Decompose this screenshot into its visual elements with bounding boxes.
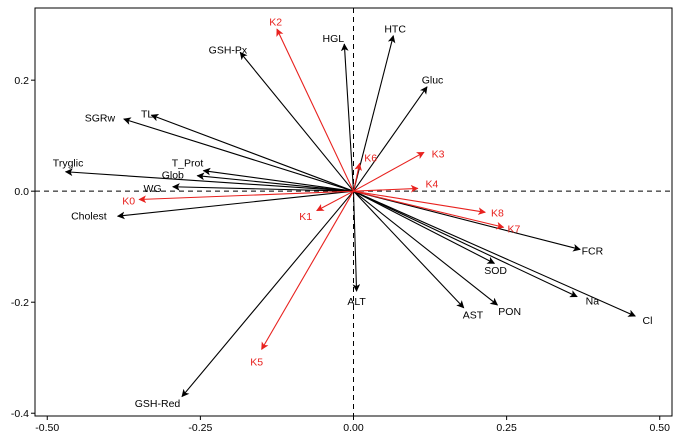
vector-label-tryglic: Tryglic — [53, 157, 84, 169]
vector-label-htc: HTC — [384, 24, 406, 36]
vector-label-k2: K2 — [269, 16, 282, 28]
vector-k2 — [276, 28, 354, 192]
y-tick-label: -0.2 — [11, 297, 29, 309]
vector-gluc — [353, 86, 428, 192]
vector-label-k1: K1 — [299, 211, 312, 223]
vector-label-wg: WG — [144, 183, 162, 195]
vector-label-t-prot: T_Prot — [172, 157, 204, 169]
vector-k3 — [353, 151, 425, 192]
vector-k0 — [138, 190, 354, 204]
vector-label-cholest: Cholest — [71, 211, 107, 223]
vector-label-cl: Cl — [643, 315, 653, 327]
vector-label-k4: K4 — [425, 178, 438, 190]
vector-hgl — [340, 43, 355, 192]
vector-label-fcr: FCR — [582, 246, 604, 258]
vector-label-ast: AST — [463, 309, 484, 321]
vector-label-k5: K5 — [250, 357, 263, 369]
vector-fcr — [353, 190, 581, 252]
vector-htc — [352, 35, 396, 192]
vector-wg — [172, 183, 354, 192]
vector-gsh-px — [239, 51, 354, 192]
vector-k1 — [316, 190, 354, 212]
vector-k4 — [353, 184, 419, 193]
vector-label-k0: K0 — [122, 196, 135, 208]
x-tick-label: -0.50 — [35, 422, 59, 434]
vector-glob — [196, 172, 354, 192]
vector-label-gsh-red: GSH-Red — [135, 398, 181, 410]
vector-label-pon: PON — [498, 306, 521, 318]
vector-label-gluc: Gluc — [422, 75, 444, 87]
y-tick-label: -0.4 — [11, 408, 29, 420]
vector-tryglic — [64, 168, 354, 192]
x-tick-label: -0.25 — [188, 422, 212, 434]
vector-k6 — [352, 162, 362, 192]
vector-sod — [353, 190, 496, 264]
vector-t-prot — [202, 167, 354, 192]
y-axis: -0.4 -0.2 0.0 0.2 — [11, 75, 35, 420]
vector-na — [353, 190, 578, 298]
vector-ast — [353, 190, 465, 309]
x-axis: -0.50 -0.25 0.00 0.25 0.50 — [35, 416, 670, 434]
vector-tl — [150, 113, 354, 192]
x-tick-label: 0.50 — [650, 422, 671, 434]
vector-label-k6: K6 — [364, 152, 377, 164]
vector-label-glob: Glob — [162, 170, 184, 182]
vector-k5 — [261, 190, 354, 351]
vector-label-alt: ALT — [347, 296, 366, 308]
vector-label-sod: SOD — [484, 265, 507, 277]
vector-label-k8: K8 — [491, 207, 504, 219]
vector-cl — [353, 190, 636, 317]
vector-cholest — [116, 190, 354, 220]
vector-k7 — [353, 190, 505, 230]
vector-label-k7: K7 — [508, 223, 521, 235]
x-tick-label: 0.00 — [343, 422, 364, 434]
y-tick-label: 0.0 — [14, 186, 29, 198]
vector-label-sgrw: SGRw — [85, 112, 116, 124]
y-tick-label: 0.2 — [14, 75, 29, 87]
vector-sgrw — [123, 117, 354, 192]
vector-gsh-red — [181, 190, 354, 398]
vector-label-k3: K3 — [432, 148, 445, 160]
variable-vectors: HTC HGL GSH-Px Gluc SGRw TL Tryglic T_ProtGlobW… — [53, 24, 653, 411]
vector-label-tl: TL — [141, 108, 153, 120]
x-tick-label: 0.25 — [496, 422, 517, 434]
vector-label-hgl: HGL — [322, 33, 344, 45]
vector-label-gsh-px: GSH-Px — [209, 45, 248, 57]
vector-alt — [352, 191, 361, 292]
group-vectors: K2 K6 K3 K4 K8 K7 K1 K0 K5 — [122, 16, 520, 368]
vector-k8 — [353, 190, 486, 215]
vector-pon — [353, 190, 499, 306]
